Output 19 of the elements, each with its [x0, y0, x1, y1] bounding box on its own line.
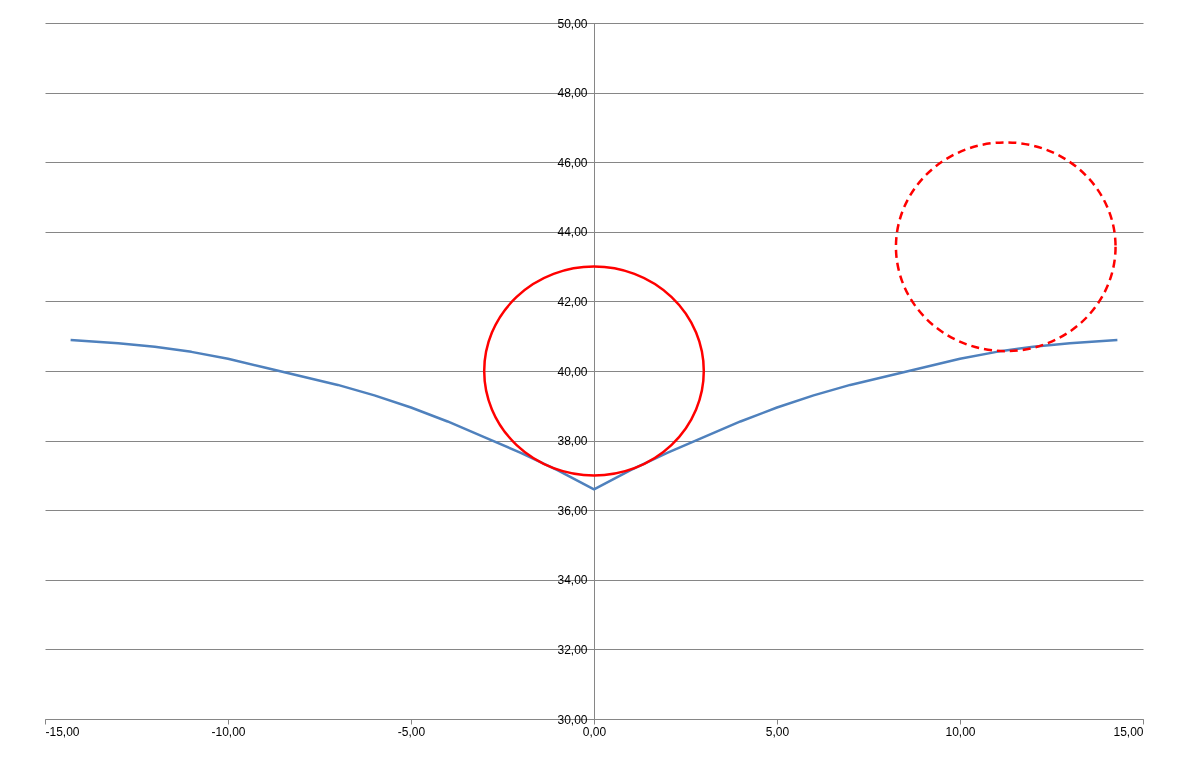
x-tick-label: 5,00	[765, 724, 790, 739]
y-tick-label: 38,00	[557, 434, 588, 449]
x-tick-label: -15,00	[45, 724, 80, 739]
y-tick-label: 34,00	[557, 573, 588, 588]
y-tick-label: 50,00	[557, 16, 588, 31]
x-tick-label: -10,00	[211, 724, 246, 739]
y-tick-label: 36,00	[557, 503, 588, 518]
x-tick-label: 15,00	[1113, 724, 1144, 739]
y-tick-label: 30,00	[557, 712, 588, 727]
y-tick-label: 42,00	[557, 294, 588, 309]
x-tick-label: -5,00	[397, 724, 426, 739]
y-tick-label: 32,00	[557, 642, 588, 657]
y-tick-label: 46,00	[557, 155, 588, 170]
y-tick-label: 44,00	[557, 225, 588, 240]
y-tick-label: 40,00	[557, 364, 588, 379]
x-tick-label: 0,00	[582, 724, 607, 739]
x-tick-label: 10,00	[945, 724, 976, 739]
line-series	[69, 338, 1119, 491]
y-tick-label: 48,00	[557, 86, 588, 101]
